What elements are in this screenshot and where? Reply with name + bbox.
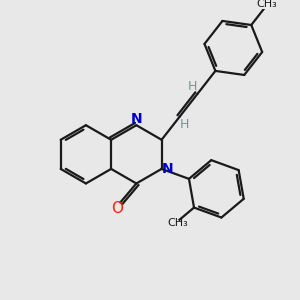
Text: N: N bbox=[130, 112, 142, 126]
Text: H: H bbox=[188, 80, 197, 93]
Text: CH₃: CH₃ bbox=[256, 0, 277, 9]
Text: O: O bbox=[111, 201, 123, 216]
Text: H: H bbox=[180, 118, 189, 131]
Text: CH₃: CH₃ bbox=[167, 218, 188, 227]
Text: N: N bbox=[162, 162, 174, 176]
